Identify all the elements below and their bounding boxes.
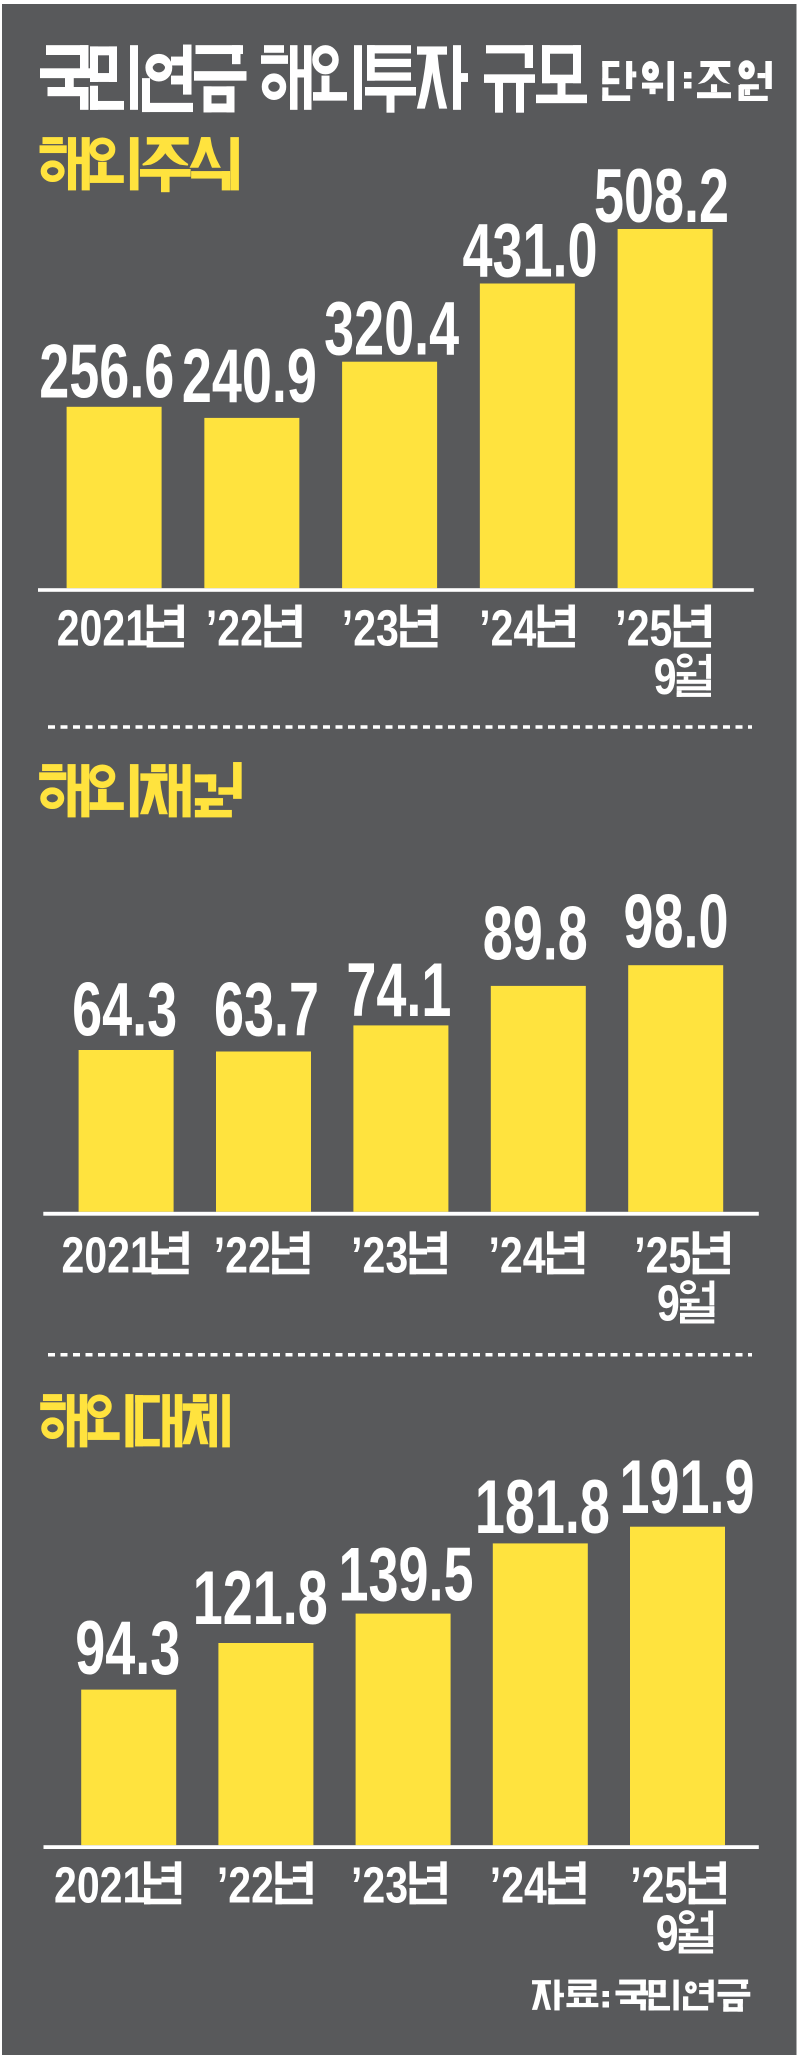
svg-text:431.0: 431.0 — [463, 207, 598, 292]
svg-text:98.0: 98.0 — [623, 878, 728, 963]
svg-text:’25: ’25 — [630, 1856, 687, 1913]
svg-text:139.5: 139.5 — [339, 1531, 474, 1616]
svg-text:181.8: 181.8 — [475, 1464, 610, 1549]
svg-text:121.8: 121.8 — [193, 1555, 328, 1640]
svg-text:’22: ’22 — [217, 1856, 274, 1913]
svg-text:2021: 2021 — [57, 600, 148, 657]
svg-text:’25: ’25 — [634, 1226, 691, 1283]
svg-text:9: 9 — [654, 648, 677, 705]
svg-text:’24: ’24 — [490, 1856, 547, 1913]
svg-text:2021: 2021 — [54, 1856, 145, 1913]
svg-text:’25: ’25 — [615, 600, 672, 657]
svg-text:9: 9 — [657, 1274, 680, 1331]
svg-text:63.7: 63.7 — [214, 967, 319, 1052]
svg-text:’22: ’22 — [214, 1226, 271, 1283]
svg-text:508.2: 508.2 — [594, 153, 729, 238]
svg-text:’23: ’23 — [351, 1856, 408, 1913]
svg-text:94.3: 94.3 — [75, 1605, 180, 1690]
svg-text:320.4: 320.4 — [324, 286, 459, 371]
svg-text:74.1: 74.1 — [346, 947, 451, 1032]
svg-text:240.9: 240.9 — [182, 333, 317, 418]
svg-text:9: 9 — [656, 1904, 679, 1961]
svg-text:64.3: 64.3 — [72, 967, 177, 1052]
svg-text:’22: ’22 — [206, 600, 263, 657]
svg-text:’24: ’24 — [479, 600, 536, 657]
svg-text:89.8: 89.8 — [483, 891, 588, 976]
svg-text:256.6: 256.6 — [39, 328, 174, 413]
svg-text:191.9: 191.9 — [620, 1444, 755, 1529]
svg-text:’23: ’23 — [351, 1226, 408, 1283]
svg-text:’24: ’24 — [489, 1226, 546, 1283]
svg-text:2021: 2021 — [62, 1226, 153, 1283]
svg-text:’23: ’23 — [342, 600, 399, 657]
